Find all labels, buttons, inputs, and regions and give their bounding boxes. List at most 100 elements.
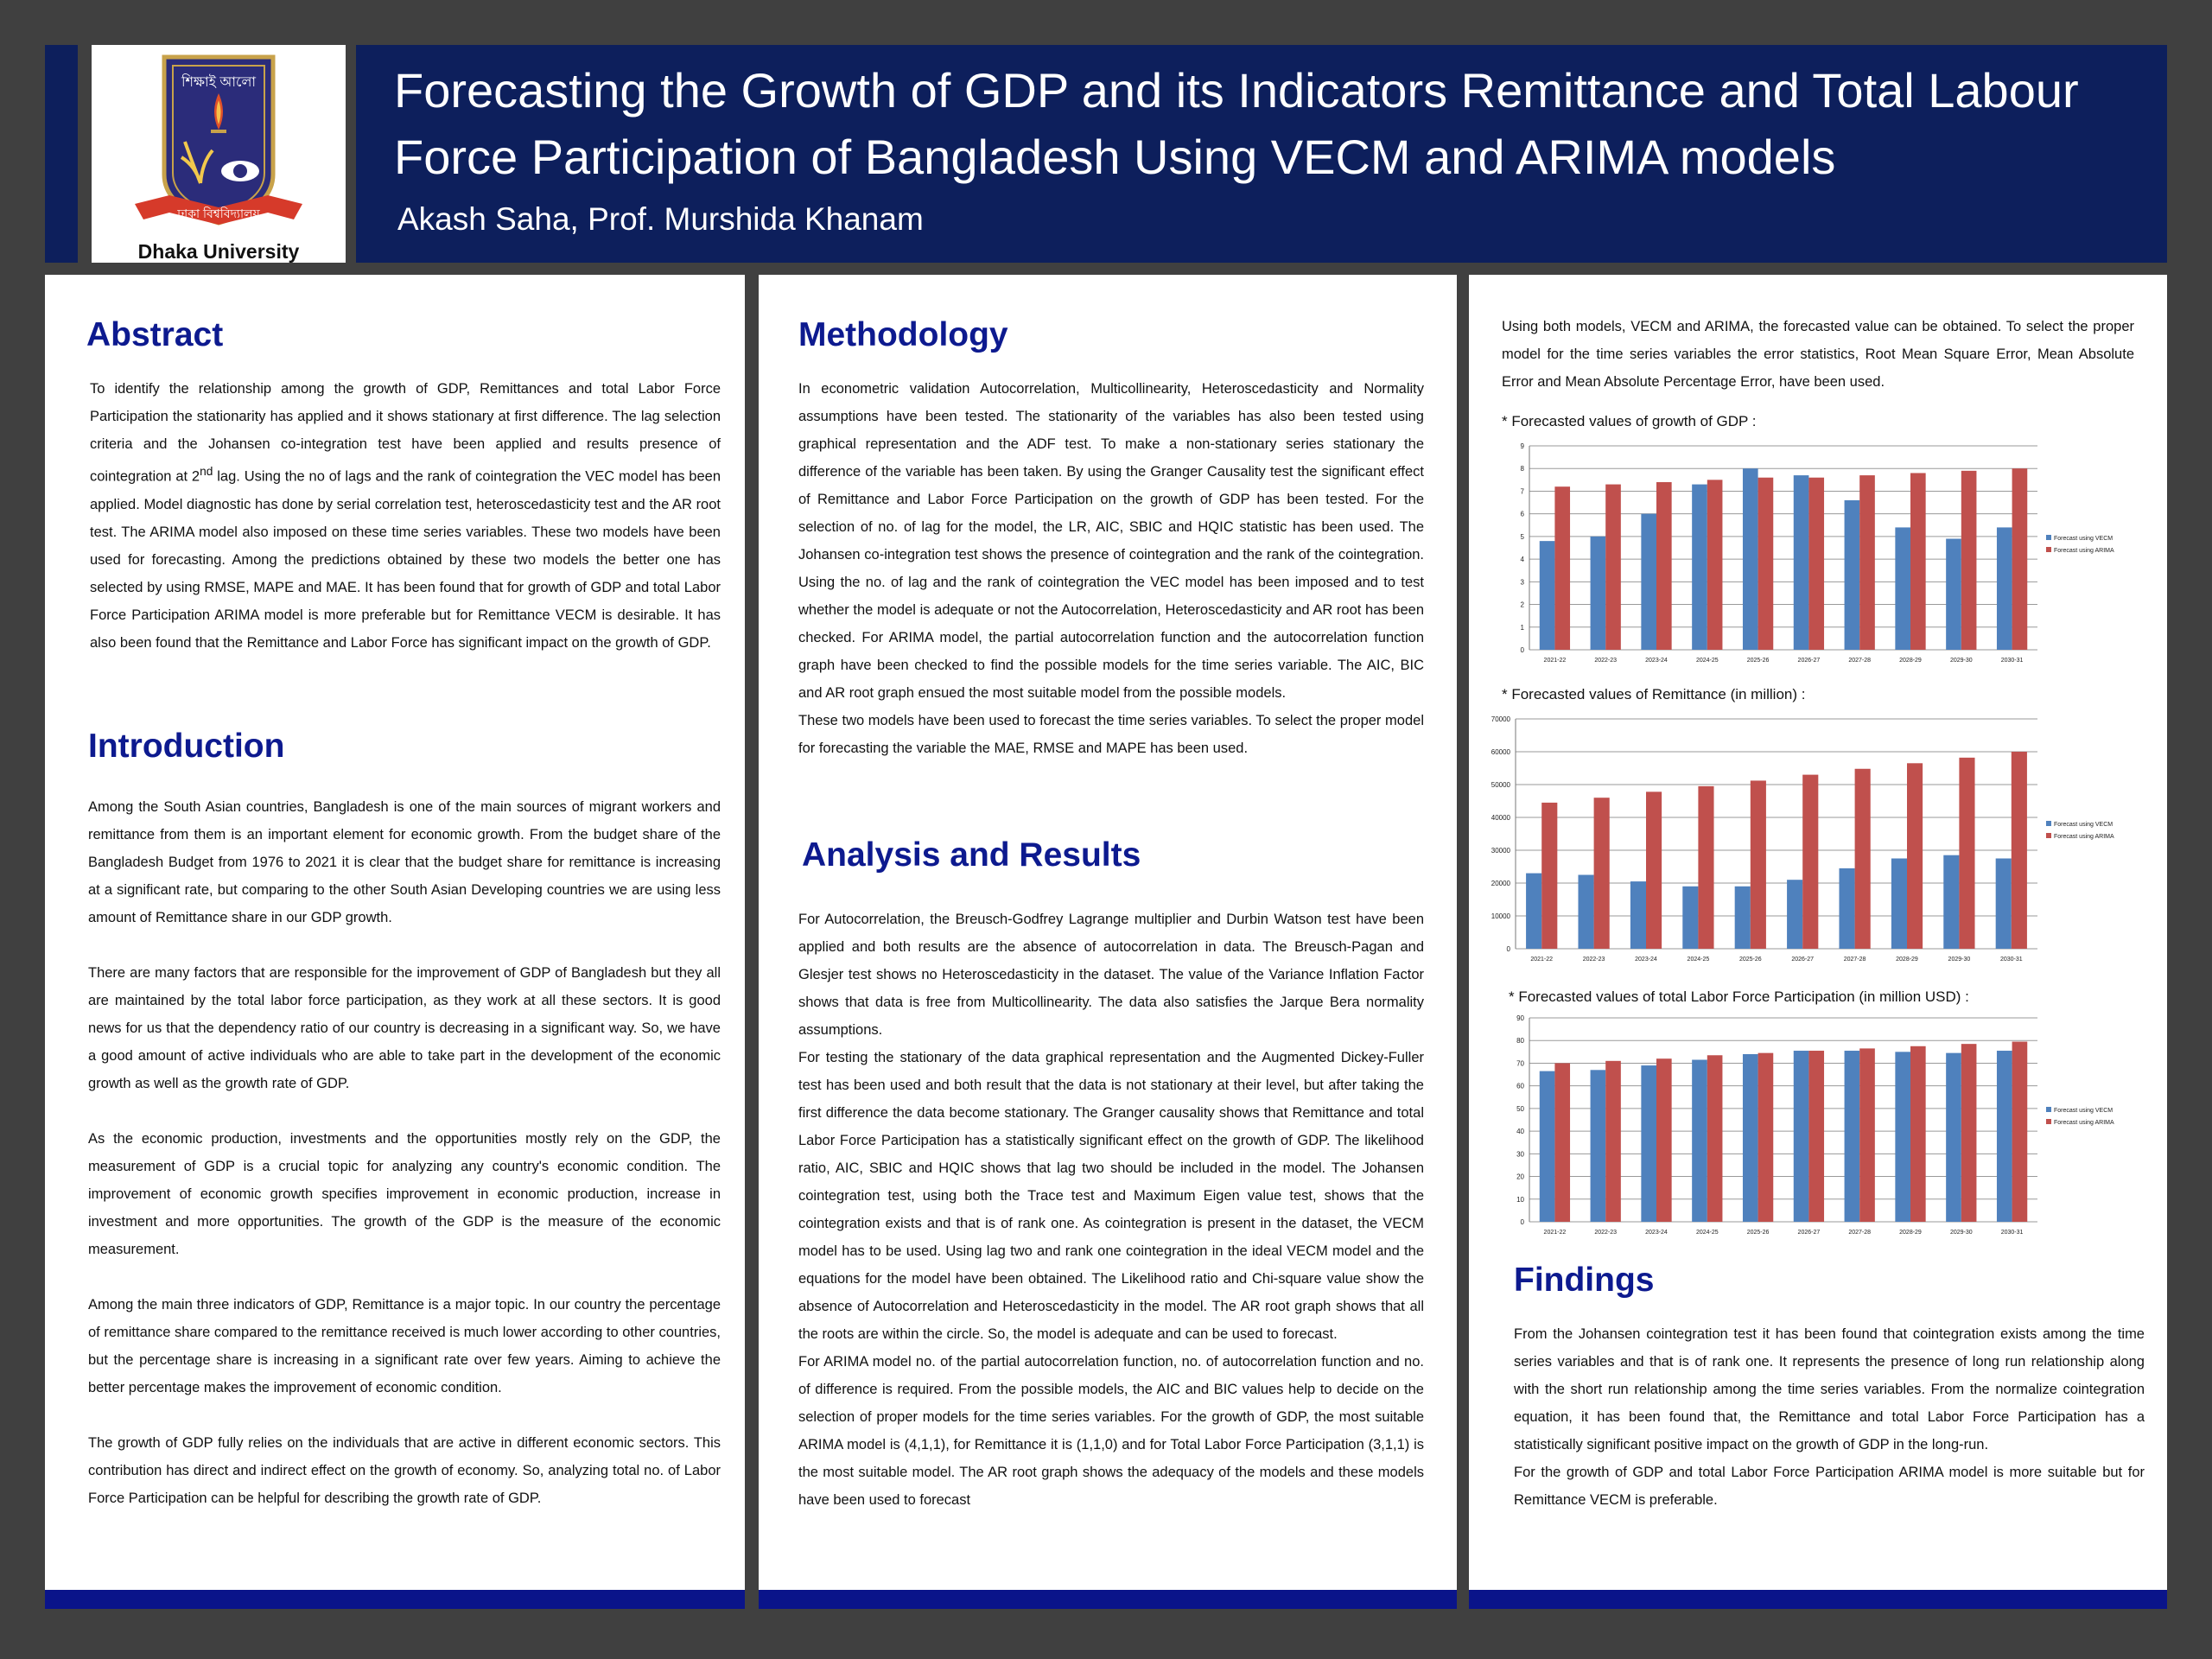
poster-title: Forecasting the Growth of GDP and its In…	[394, 57, 2133, 190]
findings-heading: Findings	[1514, 1262, 1655, 1299]
x-tick-label: 2024-25	[1688, 957, 1710, 963]
methodology-heading: Methodology	[798, 316, 1008, 353]
bar-arima	[1808, 477, 1825, 650]
x-tick-label: 2029-30	[1950, 658, 1973, 664]
bar-vecm	[1590, 1070, 1606, 1222]
bar-vecm	[1539, 1071, 1555, 1222]
bar-arima	[2012, 1041, 2028, 1222]
bar-vecm	[1793, 1051, 1809, 1222]
x-tick-label: 2026-27	[1798, 658, 1821, 664]
bar-vecm	[1590, 536, 1606, 650]
panel-left: Abstract To identify the relationship am…	[45, 275, 745, 1609]
panel-bottom-bar	[45, 1590, 745, 1609]
bar-vecm	[1895, 1052, 1910, 1222]
y-tick-label: 20	[1516, 1173, 1524, 1181]
title-line-2: Force Participation of Bangladesh Using …	[394, 130, 1836, 184]
x-tick-label: 2023-24	[1635, 957, 1657, 963]
results-intro-text: Using both models, VECM and ARIMA, the f…	[1502, 319, 2134, 390]
y-tick-label: 2	[1521, 601, 1525, 609]
legend-swatch	[2046, 1107, 2051, 1112]
panel-right: Using both models, VECM and ARIMA, the f…	[1469, 275, 2167, 1609]
x-tick-label: 2028-29	[1896, 957, 1918, 963]
bar-arima	[1750, 780, 1766, 949]
panel-bottom-bar	[1469, 1590, 2167, 1609]
bar-vecm	[1891, 858, 1907, 949]
bar-arima	[1961, 1044, 1977, 1222]
chart-title-remittance: * Forecasted values of Remittance (in mi…	[1502, 686, 1806, 702]
bar-vecm	[1682, 886, 1699, 949]
x-tick-label: 2029-30	[1948, 957, 1971, 963]
bar-arima	[1961, 470, 1977, 650]
bar-arima	[1758, 1052, 1774, 1222]
introduction-text: Among the South Asian countries, Banglad…	[88, 793, 721, 1512]
bar-vecm	[1526, 873, 1542, 949]
legend-swatch	[2046, 535, 2051, 540]
bar-arima	[1554, 1063, 1571, 1222]
title-line-1: Forecasting the Growth of GDP and its In…	[394, 63, 2079, 118]
legend-swatch	[2046, 547, 2051, 552]
header-left-strip	[45, 45, 78, 263]
y-tick-label: 60	[1516, 1083, 1524, 1090]
bar-vecm	[1630, 881, 1646, 949]
legend-swatch	[2046, 833, 2051, 838]
y-tick-label: 80	[1516, 1037, 1524, 1045]
bar-arima	[1698, 785, 1714, 949]
analysis-paragraph: For ARIMA model no. of the partial autoc…	[798, 1354, 1424, 1508]
bar-vecm	[1839, 868, 1855, 949]
y-tick-label: 30000	[1491, 847, 1511, 855]
x-tick-label: 2021-22	[1544, 1230, 1567, 1236]
y-tick-label: 50000	[1491, 781, 1511, 789]
x-tick-label: 2027-28	[1848, 658, 1871, 664]
y-tick-label: 40000	[1491, 814, 1511, 822]
x-tick-label: 2022-23	[1583, 957, 1605, 963]
bar-vecm	[1734, 886, 1751, 949]
intro-paragraph: As the economic production, investments …	[88, 1131, 721, 1257]
bar-vecm	[1742, 1053, 1758, 1222]
bar-arima	[1907, 763, 1923, 949]
university-logo-box: শিক্ষাই আলো ঢাকা বিশ্ববিদ্যালয় Dhaka Un…	[92, 45, 346, 263]
intro-paragraph: Among the South Asian countries, Banglad…	[88, 799, 721, 925]
y-tick-label: 8	[1521, 465, 1525, 473]
x-tick-label: 2026-27	[1798, 1230, 1821, 1236]
logo-caption: Dhaka University	[137, 240, 300, 263]
bar-vecm	[1641, 1065, 1656, 1222]
legend-label: Forecast using ARIMA	[2054, 548, 2114, 554]
x-tick-label: 2021-22	[1530, 957, 1553, 963]
analysis-paragraph: For Autocorrelation, the Breusch-Godfrey…	[798, 912, 1424, 1038]
x-tick-label: 2028-29	[1899, 658, 1922, 664]
bar-arima	[1808, 1051, 1825, 1222]
bar-arima	[1656, 1058, 1672, 1222]
header-band: Forecasting the Growth of GDP and its In…	[356, 45, 2167, 263]
y-tick-label: 0	[1521, 1218, 1525, 1226]
bar-vecm	[1641, 513, 1656, 650]
bar-vecm	[1996, 1051, 2012, 1222]
abstract-text-b: lag. Using the no of lags and the rank o…	[90, 468, 721, 651]
bar-arima	[1707, 480, 1723, 650]
y-tick-label: 0	[1521, 646, 1525, 654]
x-tick-label: 2028-29	[1899, 1230, 1922, 1236]
y-tick-label: 3	[1521, 578, 1525, 586]
y-tick-label: 10000	[1491, 912, 1511, 920]
bar-vecm	[1692, 484, 1707, 650]
y-tick-label: 1	[1521, 624, 1525, 632]
x-tick-label: 2022-23	[1594, 1230, 1617, 1236]
bar-vecm	[1844, 499, 1860, 650]
bar-arima	[1854, 768, 1871, 949]
x-tick-label: 2029-30	[1950, 1230, 1973, 1236]
chart-title-labor-force: * Forecasted values of total Labor Force…	[1509, 988, 1969, 1005]
bar-arima	[1910, 1046, 1926, 1222]
findings-paragraph: For the growth of GDP and total Labor Fo…	[1514, 1465, 2145, 1508]
x-tick-label: 2025-26	[1739, 957, 1762, 963]
bar-vecm	[1787, 880, 1803, 949]
bar-vecm	[1943, 855, 1960, 949]
x-tick-label: 2025-26	[1747, 658, 1770, 664]
findings-text: From the Johansen cointegration test it …	[1514, 1320, 2145, 1514]
remittance-forecast-chart: 0 10000 20000 30000 40000 50000 60000 70000 2021…	[1491, 715, 2114, 963]
authors: Akash Saha, Prof. Murshida Khanam	[397, 201, 924, 237]
legend-label: Forecast using VECM	[2054, 822, 2113, 828]
x-tick-label: 2030-31	[2000, 957, 2023, 963]
legend-label: Forecast using VECM	[2054, 536, 2113, 542]
analysis-paragraph: For testing the stationary of the data g…	[798, 1050, 1424, 1342]
bar-vecm	[1578, 874, 1594, 949]
bar-arima	[1959, 757, 1975, 949]
